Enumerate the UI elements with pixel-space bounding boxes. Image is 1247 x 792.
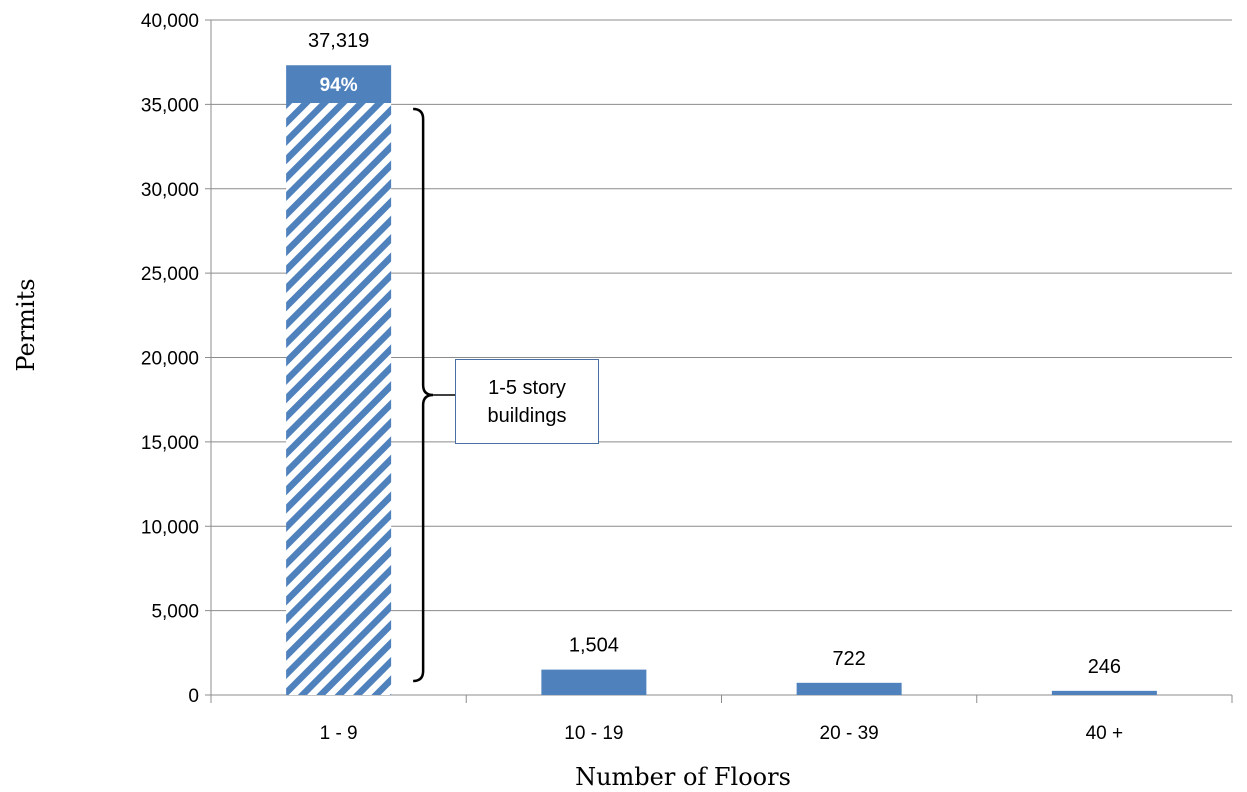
- y-tick-label: 10,000: [141, 517, 199, 538]
- bar-percent-label: 94%: [320, 75, 358, 96]
- y-axis-title: Permits: [12, 278, 40, 371]
- annotation-line-1: 1-5 story: [488, 376, 566, 399]
- labels: 0 5,000 10,000 15,000 20,000 25,000 30,000 35,0…: [141, 11, 1123, 744]
- y-tick-label: 40,000: [141, 11, 199, 32]
- annotation-line-2: buildings: [487, 404, 567, 427]
- y-tick-label: 5,000: [151, 602, 199, 623]
- x-tick-label: 40 +: [1086, 723, 1124, 744]
- y-tick-label: 35,000: [141, 95, 199, 116]
- brace-annotation: [413, 107, 455, 683]
- bar-hatched-segment: [286, 103, 392, 695]
- bar: [541, 669, 647, 695]
- x-tick-label: 20 - 39: [820, 723, 879, 744]
- x-tick-label: 1 - 9: [320, 723, 358, 744]
- y-tick-label: 15,000: [141, 433, 199, 454]
- x-axis-title: Number of Floors: [575, 763, 791, 791]
- x-tick-label: 10 - 19: [564, 723, 623, 744]
- bar-data-label: 37,319: [308, 30, 369, 52]
- bars: [286, 65, 1157, 695]
- bar: [796, 682, 902, 695]
- y-tick-label: 20,000: [141, 349, 199, 370]
- y-tick-label: 25,000: [141, 264, 199, 285]
- y-tick-label: 30,000: [141, 180, 199, 201]
- annotation-box: 1-5 story buildings: [455, 359, 599, 444]
- bar-data-label: 246: [1088, 656, 1121, 678]
- bar-solid-segment: [286, 65, 392, 104]
- bar: [1051, 690, 1157, 695]
- bar-data-label: 1,504: [569, 635, 619, 657]
- y-tick-label: 0: [188, 686, 199, 707]
- bar-data-label: 722: [832, 648, 865, 670]
- brace: [413, 107, 434, 683]
